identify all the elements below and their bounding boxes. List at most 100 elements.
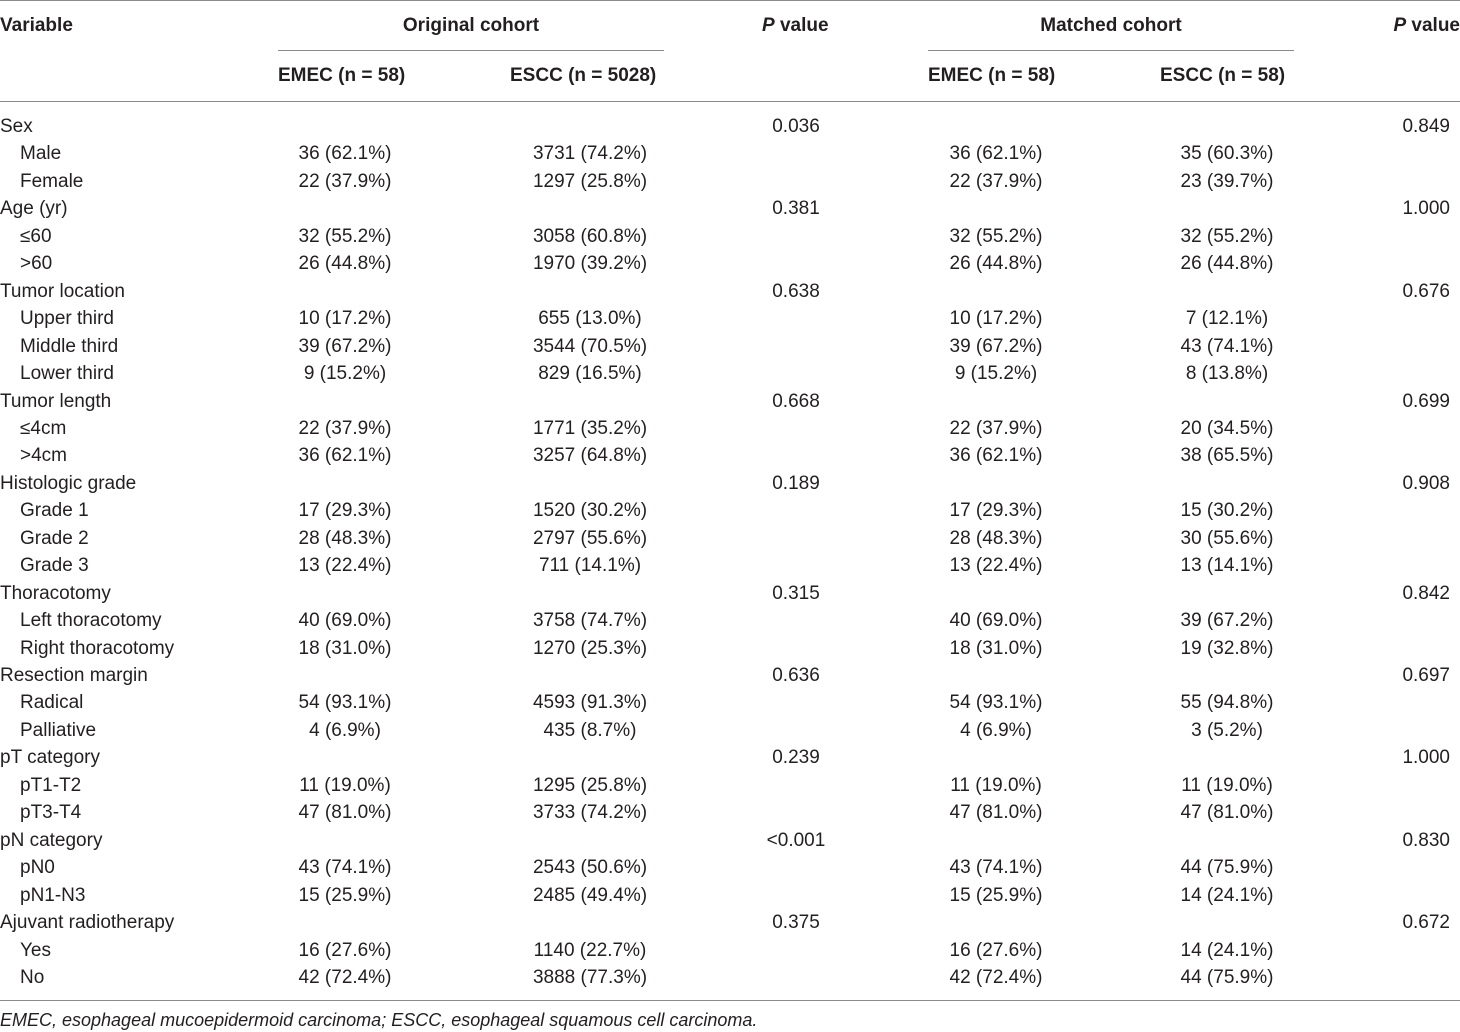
orig-emec-cell: 43 (74.1%)	[298, 857, 392, 878]
orig-emec-cell: 39 (67.2%)	[298, 336, 392, 357]
match-emec-cell: 36 (62.1%)	[949, 143, 1043, 164]
orig-emec-cell: 17 (29.3%)	[298, 500, 392, 521]
footnote: EMEC, esophageal mucoepidermoid carcinom…	[0, 1010, 758, 1030]
match-escc-cell: 43 (74.1%)	[1180, 336, 1274, 357]
orig-escc-cell: 2485 (49.4%)	[532, 885, 648, 906]
p-value-original-cell: 0.375	[772, 912, 820, 933]
p-value-matched-cell: 0.699	[1402, 391, 1450, 412]
row-label: Yes	[20, 940, 51, 961]
match-escc-cell: 44 (75.9%)	[1180, 857, 1274, 878]
row-label: Palliative	[20, 720, 97, 741]
p-value-original-cell: 0.189	[772, 473, 820, 494]
orig-escc-cell: 2797 (55.6%)	[532, 528, 648, 549]
orig-escc-cell: 3731 (74.2%)	[532, 143, 648, 164]
match-emec-cell: 28 (48.3%)	[949, 528, 1043, 549]
row-label: pN1-N3	[20, 885, 86, 906]
row-label: Resection margin	[0, 665, 148, 686]
match-emec-cell: 42 (72.4%)	[949, 967, 1043, 988]
p-value-original-cell: 0.381	[772, 198, 820, 219]
orig-emec-cell: 22 (37.9%)	[298, 418, 392, 439]
p-value-matched-cell: 1.000	[1402, 747, 1450, 768]
match-emec-cell: 39 (67.2%)	[949, 336, 1043, 357]
match-escc-cell: 13 (14.1%)	[1180, 555, 1274, 576]
match-escc-cell: 14 (24.1%)	[1180, 940, 1274, 961]
orig-escc-cell: 711 (14.1%)	[538, 555, 642, 576]
p-value-matched-cell: 1.000	[1402, 198, 1450, 219]
orig-escc-cell: 1771 (35.2%)	[532, 418, 648, 439]
orig-escc-cell: 1270 (25.3%)	[532, 638, 648, 659]
p-value-original-cell: 0.239	[772, 747, 820, 768]
orig-emec-cell: 36 (62.1%)	[298, 143, 392, 164]
match-escc-cell: 30 (55.6%)	[1180, 528, 1274, 549]
row-label: Age (yr)	[0, 198, 68, 219]
orig-escc-cell: 1140 (22.7%)	[533, 940, 647, 961]
orig-escc-cell: 1520 (30.2%)	[532, 500, 648, 521]
match-escc-cell: 14 (24.1%)	[1180, 885, 1274, 906]
row-label: pT3-T4	[20, 802, 82, 823]
row-label: ≤60	[20, 226, 52, 247]
match-emec-cell: 9 (15.2%)	[954, 363, 1038, 384]
row-label: Grade 1	[20, 500, 89, 521]
row-label: >60	[20, 253, 53, 274]
match-emec-cell: 10 (17.2%)	[949, 308, 1043, 329]
match-escc-cell: 38 (65.5%)	[1180, 445, 1274, 466]
orig-escc-cell: 3888 (77.3%)	[532, 967, 648, 988]
row-label: Thoracotomy	[0, 583, 111, 604]
row-label: pN0	[20, 857, 55, 878]
p-italic: P	[762, 15, 775, 36]
header-matched-cohort: Matched cohort	[1040, 15, 1182, 36]
match-escc-cell: 20 (34.5%)	[1180, 418, 1274, 439]
orig-emec-cell: 15 (25.9%)	[298, 885, 392, 906]
orig-escc-cell: 1295 (25.8%)	[532, 775, 648, 796]
orig-escc-cell: 3758 (74.7%)	[532, 610, 648, 631]
row-label: No	[20, 967, 45, 988]
orig-escc-cell: 829 (16.5%)	[538, 363, 642, 384]
orig-emec-cell: 22 (37.9%)	[298, 171, 392, 192]
orig-emec-cell: 13 (22.4%)	[298, 555, 392, 576]
row-label: Lower third	[20, 363, 114, 384]
p-value-matched-cell: 0.676	[1402, 281, 1450, 302]
row-label: >4cm	[20, 445, 67, 466]
orig-emec-cell: 10 (17.2%)	[298, 308, 392, 329]
match-escc-cell: 15 (30.2%)	[1180, 500, 1274, 521]
orig-emec-cell: 36 (62.1%)	[298, 445, 392, 466]
match-escc-cell: 47 (81.0%)	[1180, 802, 1274, 823]
orig-escc-cell: 1970 (39.2%)	[532, 253, 648, 274]
row-label: Right thoracotomy	[20, 638, 175, 659]
p-value-original-cell: 0.636	[772, 665, 820, 686]
matched-cohort-rule	[928, 50, 1294, 51]
header-original-cohort: Original cohort	[402, 15, 540, 36]
p-italic: P	[1393, 15, 1407, 36]
match-emec-cell: 32 (55.2%)	[949, 226, 1043, 247]
match-emec-cell: 43 (74.1%)	[949, 857, 1043, 878]
match-escc-cell: 39 (67.2%)	[1180, 610, 1274, 631]
orig-emec-cell: 9 (15.2%)	[303, 363, 387, 384]
orig-escc-cell: 4593 (91.3%)	[532, 692, 648, 713]
row-label: Grade 2	[20, 528, 89, 549]
match-emec-cell: 22 (37.9%)	[949, 171, 1043, 192]
row-label: Histologic grade	[0, 473, 137, 494]
row-label: pT1-T2	[20, 775, 82, 796]
header-variable: Variable	[0, 15, 73, 36]
row-label: pT category	[0, 747, 100, 768]
row-label: Left thoracotomy	[20, 610, 162, 631]
p-value-original-cell: 0.036	[772, 116, 820, 137]
row-label: Tumor length	[0, 391, 112, 412]
p-value-original-cell: <0.001	[766, 830, 826, 851]
match-emec-cell: 47 (81.0%)	[949, 802, 1043, 823]
match-escc-cell: 32 (55.2%)	[1180, 226, 1274, 247]
header-match-escc: ESCC (n = 58)	[1160, 65, 1286, 86]
row-label: Sex	[0, 116, 33, 137]
p-value-original-cell: 0.638	[772, 281, 820, 302]
orig-emec-cell: 11 (19.0%)	[299, 775, 391, 796]
match-emec-cell: 15 (25.9%)	[949, 885, 1043, 906]
p-value-matched-cell: 0.830	[1402, 830, 1450, 851]
orig-escc-cell: 3257 (64.8%)	[532, 445, 648, 466]
row-label: Tumor location	[0, 281, 125, 302]
match-escc-cell: 44 (75.9%)	[1180, 967, 1274, 988]
orig-escc-cell: 655 (13.0%)	[538, 308, 642, 329]
orig-emec-cell: 28 (48.3%)	[298, 528, 392, 549]
match-escc-cell: 23 (39.7%)	[1180, 171, 1274, 192]
match-emec-cell: 36 (62.1%)	[949, 445, 1043, 466]
p-value-original-cell: 0.668	[772, 391, 820, 412]
